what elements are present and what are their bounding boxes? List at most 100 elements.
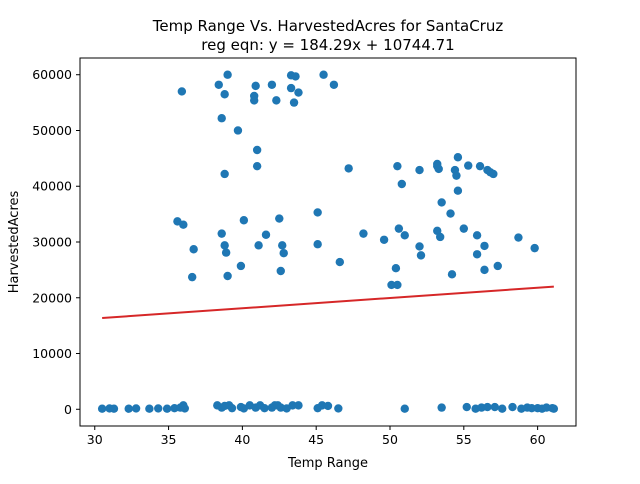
data-point xyxy=(394,224,404,233)
y-tick-label: 50000 xyxy=(32,123,72,138)
data-point xyxy=(472,231,482,240)
data-point xyxy=(294,88,303,97)
data-point xyxy=(527,403,536,413)
data-point xyxy=(260,403,269,413)
data-point xyxy=(223,271,232,281)
data-point xyxy=(489,169,498,179)
data-point xyxy=(221,248,231,257)
data-point xyxy=(261,230,271,239)
chart-title-line2: reg eqn: y = 184.29x + 10744.71 xyxy=(201,36,454,54)
data-point xyxy=(483,402,492,412)
data-point xyxy=(415,165,424,175)
data-point xyxy=(217,229,226,238)
y-tick-label: 40000 xyxy=(32,179,72,194)
y-tick-label: 30000 xyxy=(32,235,72,250)
data-point xyxy=(453,186,463,195)
data-point xyxy=(453,153,463,162)
x-tick-label: 40 xyxy=(234,432,250,447)
data-point xyxy=(437,403,446,412)
data-point xyxy=(276,266,285,276)
data-point xyxy=(452,171,461,180)
data-point xyxy=(393,280,402,290)
data-point xyxy=(251,81,260,91)
data-point xyxy=(508,402,517,412)
data-point xyxy=(220,241,229,250)
data-point xyxy=(437,198,446,207)
data-point xyxy=(472,250,482,259)
data-point xyxy=(497,404,507,413)
data-point xyxy=(344,164,353,173)
data-point xyxy=(514,233,523,242)
data-point xyxy=(214,80,223,89)
data-point xyxy=(289,98,299,107)
data-point xyxy=(239,216,249,225)
data-point xyxy=(227,403,237,413)
data-point xyxy=(480,265,489,275)
chart-title-line1: Temp Range Vs. HarvestedAcres for SantaC… xyxy=(152,17,504,35)
data-point xyxy=(335,257,345,267)
data-point xyxy=(400,231,409,240)
data-point xyxy=(446,209,455,218)
data-point xyxy=(97,404,107,413)
data-point xyxy=(319,70,328,79)
x-tick-label: 30 xyxy=(87,432,103,447)
data-point xyxy=(162,404,172,413)
x-axis-label: Temp Range xyxy=(287,456,368,471)
data-point xyxy=(475,161,485,171)
data-point xyxy=(252,145,262,155)
data-point xyxy=(391,264,401,273)
y-tick-label: 60000 xyxy=(32,67,72,82)
y-tick-label: 0 xyxy=(64,402,72,417)
data-point xyxy=(275,214,284,223)
data-point xyxy=(279,248,288,258)
data-point xyxy=(236,261,246,271)
data-point xyxy=(124,404,133,413)
data-point xyxy=(286,83,296,93)
plot-area: 30 35 40 45 50 55 60 0 10000 20000 30000 40000 50000… xyxy=(32,57,577,447)
data-point xyxy=(189,245,198,254)
data-point xyxy=(415,242,424,251)
data-point xyxy=(313,208,322,217)
data-point xyxy=(233,126,243,135)
data-point xyxy=(416,251,426,260)
data-point xyxy=(464,161,473,170)
data-point xyxy=(493,261,502,271)
data-point xyxy=(109,404,119,413)
x-tick-label: 50 xyxy=(382,432,398,447)
data-point xyxy=(278,241,287,250)
x-tick-label: 55 xyxy=(456,432,472,447)
data-point xyxy=(291,72,300,81)
data-point xyxy=(145,404,154,413)
y-tick-label: 20000 xyxy=(32,290,72,305)
data-point xyxy=(400,404,409,413)
data-point xyxy=(462,402,471,412)
data-point xyxy=(294,401,303,410)
x-tick-label: 35 xyxy=(161,432,177,447)
data-point xyxy=(334,404,343,413)
y-axis-label: HarvestedAcres xyxy=(7,191,22,294)
data-point xyxy=(434,164,443,174)
data-point xyxy=(154,404,163,413)
y-tick-label: 10000 xyxy=(32,346,72,361)
data-point xyxy=(272,96,281,105)
data-point xyxy=(530,243,539,253)
data-point xyxy=(252,161,262,171)
data-point xyxy=(249,96,259,105)
data-point xyxy=(490,402,500,412)
data-point xyxy=(549,404,559,413)
data-point xyxy=(131,404,141,413)
data-point xyxy=(359,229,368,238)
data-point xyxy=(480,241,489,251)
data-point xyxy=(187,272,197,282)
data-point xyxy=(217,114,226,123)
data-point xyxy=(393,161,402,171)
data-point xyxy=(267,80,277,89)
data-point xyxy=(323,401,333,411)
data-point xyxy=(220,169,229,179)
data-point xyxy=(177,87,187,96)
data-point xyxy=(329,80,339,89)
x-tick-label: 60 xyxy=(530,432,546,447)
data-point xyxy=(223,70,232,79)
